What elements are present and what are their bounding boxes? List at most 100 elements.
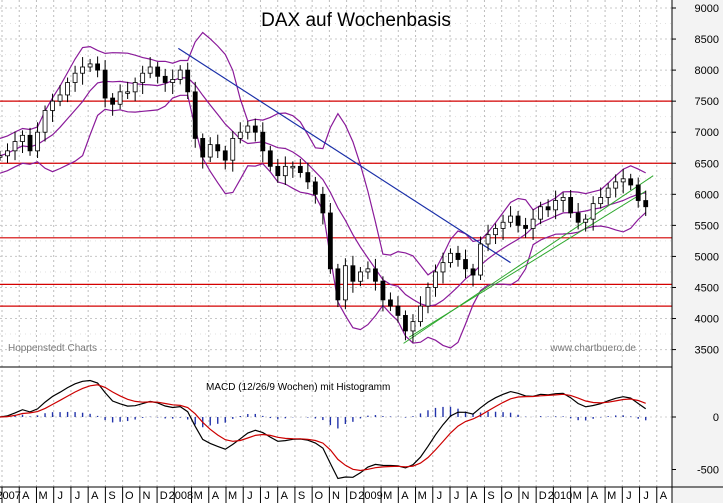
candle-body	[545, 206, 551, 211]
price-tick-label: 4000	[695, 314, 719, 326]
candle-body	[342, 265, 348, 301]
time-tick-label: J	[454, 490, 460, 502]
candle-body	[485, 234, 491, 245]
candle-body	[117, 91, 123, 105]
time-tick-label: 2007	[0, 490, 21, 502]
candle-body	[20, 134, 25, 142]
time-tick-label: D	[160, 490, 168, 502]
time-tick-label: M	[38, 490, 47, 502]
candle-body	[72, 72, 78, 83]
candle-body	[493, 228, 498, 236]
candle-body	[65, 82, 70, 96]
time-tick-label: J	[58, 490, 64, 502]
candle-body	[102, 69, 108, 99]
candle-body	[192, 91, 198, 139]
candle-body	[568, 197, 574, 214]
candle-body	[425, 287, 431, 307]
candle-body	[185, 69, 191, 93]
candle-body	[515, 215, 521, 226]
candle-body	[538, 206, 544, 220]
time-tick-label: S	[108, 490, 115, 502]
time-tick-label: 2008	[169, 490, 193, 502]
time-tick-label: J	[247, 490, 253, 502]
candle-body	[373, 268, 378, 282]
downtrend-line	[177, 47, 511, 264]
candle-body	[57, 94, 63, 102]
right-axis-background	[672, 0, 723, 503]
time-tick-label: A	[281, 490, 289, 502]
time-tick-label: A	[91, 490, 99, 502]
price-tick-label: 4500	[695, 282, 719, 294]
time-tick-label: O	[504, 490, 513, 502]
candle-body	[42, 110, 48, 133]
candle-body	[463, 259, 468, 270]
time-tick-label: J	[75, 490, 81, 502]
time-tick-label: M	[418, 490, 427, 502]
time-tick-label: A	[470, 490, 478, 502]
candle-body	[207, 144, 213, 158]
candle-body	[200, 138, 206, 158]
chart-title: DAX auf Wochenbasis	[261, 10, 451, 31]
candle-body	[500, 221, 506, 229]
grid-layer	[0, 0, 672, 487]
macd-signal-line	[0, 384, 646, 472]
candle-body	[433, 271, 438, 288]
candle-body	[388, 299, 393, 307]
price-candles-layer	[0, 56, 649, 343]
candle-body	[418, 305, 423, 323]
candle-body	[455, 252, 461, 260]
time-tick-label: S	[298, 490, 305, 502]
candle-body	[470, 268, 476, 276]
candle-body	[245, 125, 251, 133]
source-left-label: Hoppenstedt Charts	[8, 343, 97, 354]
time-tick-label: O	[314, 490, 323, 502]
candle-body	[380, 280, 386, 301]
candle-body	[237, 131, 243, 139]
time-tick-label: M	[228, 490, 237, 502]
candle-body	[87, 63, 93, 68]
candle-body	[635, 184, 641, 201]
candle-body	[12, 141, 18, 152]
candle-body	[147, 66, 153, 74]
candle-body	[403, 315, 408, 332]
time-tick-label: A	[212, 490, 220, 502]
time-tick-label: S	[487, 490, 494, 502]
bollinger-middle	[0, 77, 646, 307]
candle-body	[110, 97, 116, 105]
macd-panel-layer	[0, 379, 672, 480]
candle-body	[613, 181, 619, 189]
candle-body	[440, 262, 446, 273]
candle-body	[290, 165, 296, 169]
price-tick-label: 6000	[695, 189, 719, 201]
axes-layer: 2007AMJJASOND2008MAMJJASOND2009MAMJJASON…	[0, 3, 719, 503]
candle-body	[553, 200, 559, 211]
candle-body	[50, 100, 55, 111]
candle-body	[155, 66, 161, 77]
candle-body	[312, 181, 318, 195]
candle-body	[575, 212, 581, 223]
time-tick-label: M	[573, 490, 582, 502]
time-tick-label: D	[539, 490, 547, 502]
candle-body	[605, 187, 611, 198]
uptrend-line-inner	[408, 190, 646, 338]
time-tick-label: J	[643, 490, 649, 502]
time-tick-label: N	[332, 490, 340, 502]
candle-body	[222, 150, 228, 161]
time-tick-label: J	[264, 490, 270, 502]
candle-body	[125, 91, 131, 94]
time-tick-label: D	[349, 490, 357, 502]
time-tick-label: A	[401, 490, 409, 502]
candle-body	[643, 200, 649, 208]
candle-body	[27, 134, 33, 152]
time-tick-label: M	[607, 490, 616, 502]
price-tick-label: 5500	[695, 220, 719, 232]
candle-body	[35, 131, 40, 152]
candle-body	[478, 243, 483, 276]
price-tick-label: 3500	[695, 345, 719, 357]
candle-body	[350, 265, 356, 282]
candle-body	[162, 75, 168, 83]
candle-body	[275, 165, 281, 177]
candle-body	[598, 197, 604, 205]
